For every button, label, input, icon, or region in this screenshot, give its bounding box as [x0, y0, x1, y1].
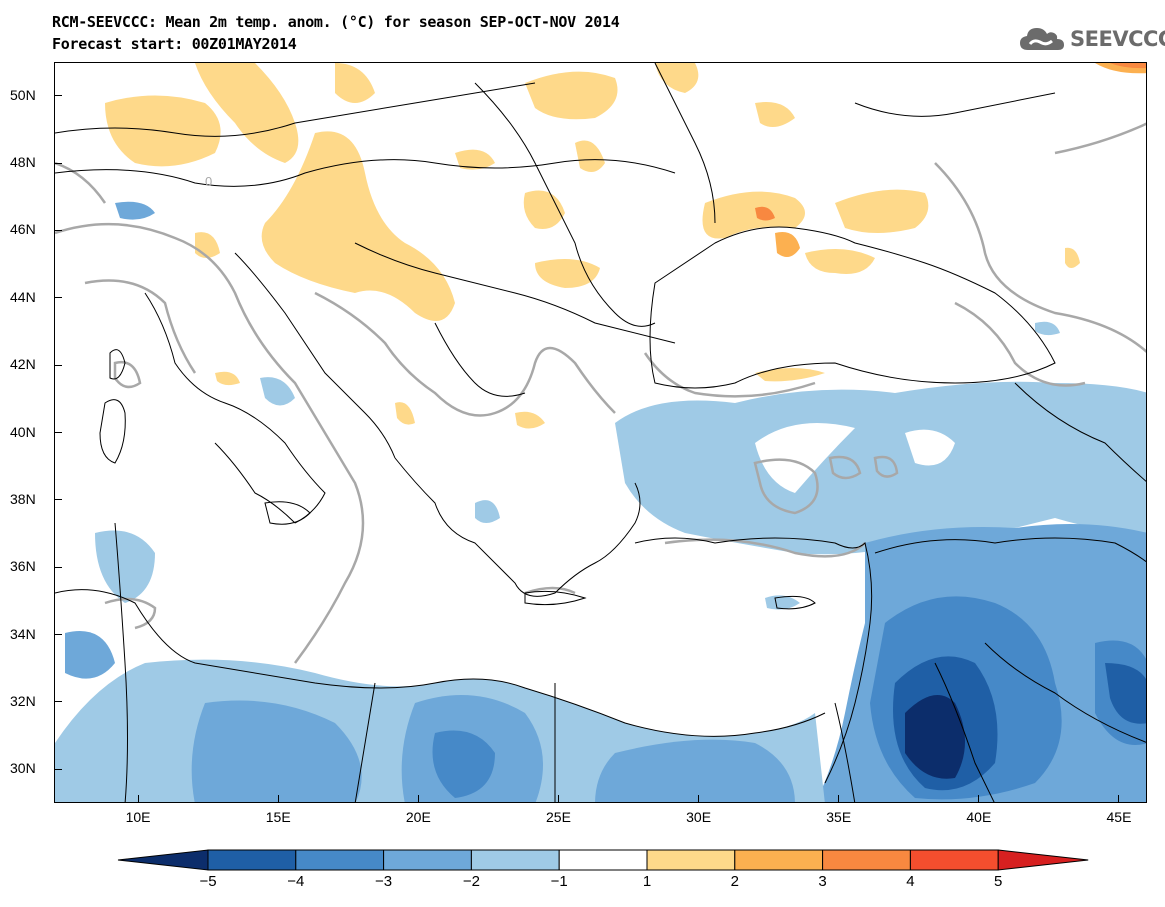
lon-tick-mark: [698, 795, 700, 803]
coastlines: [55, 63, 1146, 802]
lon-tick-label: 40E: [966, 809, 992, 825]
lat-tick-mark: [54, 701, 62, 703]
lat-tick-label: 42N: [10, 356, 36, 373]
lat-tick-label: 40N: [10, 423, 36, 440]
cloud-icon: [1020, 28, 1064, 50]
colorbar-tick-label: −1: [550, 873, 568, 890]
lon-tick-mark: [137, 795, 139, 803]
lon-tick-label: 45E: [1106, 809, 1132, 825]
chart-subtitle: Forecast start: 00Z01MAY2014: [52, 35, 297, 53]
lat-tick-mark: [54, 432, 62, 433]
colorbar-tick-label: 3: [818, 873, 827, 890]
zero-contours: [55, 122, 1146, 664]
map-area: 0: [54, 62, 1147, 803]
lat-tick-mark: [54, 95, 62, 97]
colorbar-tick-label: 2: [730, 873, 739, 890]
lon-tick-mark: [1118, 795, 1120, 803]
colorbar-segment: [383, 849, 472, 871]
colorbar-segment: [734, 849, 824, 871]
lat-tick-label: 38N: [10, 490, 36, 507]
lat-tick-mark: [54, 364, 62, 366]
lon-tick-label: 35E: [826, 809, 852, 825]
negative-anomaly-fields: [55, 201, 1146, 802]
chart-title: RCM-SEEVCCC: Mean 2m temp. anom. (°C) fo…: [52, 13, 620, 31]
contour-label-zero: 0: [205, 174, 212, 189]
lat-tick-label: 50N: [10, 86, 36, 103]
colorbar-left-arrow: [117, 849, 209, 871]
colorbar-segment: [646, 849, 736, 871]
lat-tick-mark: [54, 768, 62, 770]
lat-tick-mark: [54, 566, 62, 568]
lat-tick-mark: [54, 162, 62, 164]
lat-tick-label: 34N: [10, 625, 36, 642]
lon-tick-label: 30E: [686, 809, 712, 825]
colorbar-right-arrow: [997, 849, 1089, 871]
lat-tick-mark: [54, 297, 62, 299]
colorbar-segment: [470, 849, 560, 871]
lon-tick-mark: [978, 795, 980, 803]
seevccc-logo: SEEVCCC: [1018, 22, 1165, 56]
lat-tick-label: 30N: [10, 760, 36, 777]
lat-tick-label: 46N: [10, 221, 36, 238]
lon-tick-label: 10E: [125, 809, 151, 825]
lat-tick-mark: [54, 499, 62, 501]
colorbar-tick-label: −3: [375, 873, 393, 890]
colorbar-tick-label: 4: [906, 873, 915, 890]
lat-tick-mark: [54, 634, 62, 636]
lat-tick-label: 48N: [10, 154, 36, 171]
colorbar-segment: [909, 849, 999, 871]
colorbar-tick-label: −4: [287, 873, 305, 890]
lon-tick-label: 25E: [545, 809, 571, 825]
lon-tick-mark: [277, 795, 279, 803]
lon-tick-mark: [557, 795, 559, 803]
lon-tick-mark: [417, 795, 419, 803]
colorbar-segment: [822, 849, 911, 871]
lat-tick-label: 36N: [10, 558, 36, 575]
colorbar-segment: [295, 849, 385, 871]
colorbar-tick-label: 5: [994, 873, 1003, 890]
lat-tick-label: 44N: [10, 288, 36, 305]
colorbar-segment: [558, 849, 648, 871]
colorbar-tick-label: −2: [462, 873, 480, 890]
lon-tick-mark: [838, 795, 840, 803]
lon-tick-label: 20E: [405, 809, 431, 825]
positive-anomaly-fields: [105, 63, 1146, 429]
lat-tick-mark: [54, 229, 62, 231]
logo-text: SEEVCCC: [1070, 27, 1165, 51]
colorbar-tick-label: 1: [642, 873, 652, 890]
colorbar: [117, 849, 1089, 871]
lon-tick-label: 15E: [265, 809, 291, 825]
colorbar-tick-label: −5: [199, 873, 217, 890]
colorbar-segment: [207, 849, 297, 871]
lat-tick-label: 32N: [10, 692, 36, 709]
anomaly-map: 0: [55, 63, 1146, 802]
